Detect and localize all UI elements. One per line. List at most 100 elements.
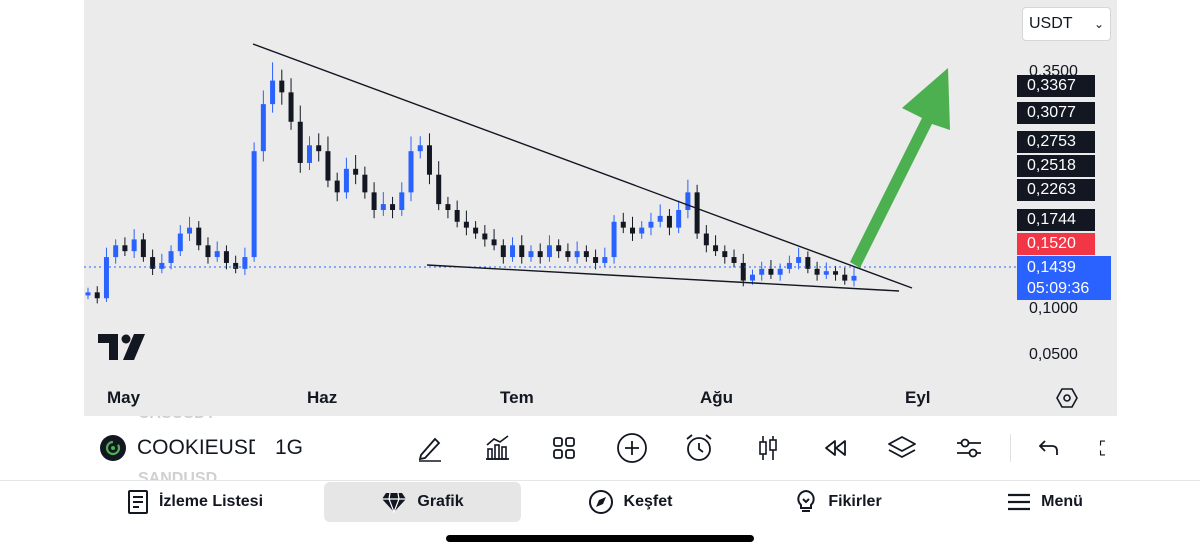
layers-icon[interactable]: [885, 431, 919, 465]
candle-down: [630, 227, 636, 234]
nav-explore-label: Keşfet: [623, 493, 673, 510]
candle-down: [454, 210, 460, 222]
candle-up: [242, 257, 248, 269]
fullscreen-icon[interactable]: [1098, 431, 1117, 465]
candle-up: [251, 151, 257, 258]
candle-down: [731, 257, 737, 263]
currency-value: USDT: [1029, 15, 1073, 32]
candle-down: [583, 251, 589, 258]
ghost-symbol-below: SANDUSD: [138, 470, 218, 487]
candle-up: [131, 239, 137, 252]
nav-watchlist[interactable]: İzleme Listesi: [110, 482, 280, 522]
candle-down: [334, 180, 340, 193]
candle-down: [482, 233, 488, 240]
nav-ideas[interactable]: Fikirler: [778, 482, 898, 522]
candle-down: [196, 227, 202, 246]
price-tag-3: 0,2753: [1017, 131, 1095, 153]
indicators-icon[interactable]: [480, 431, 514, 465]
price-tag-2: 0,3077: [1017, 102, 1095, 124]
candle-down: [371, 192, 377, 210]
ghost-symbol-above: CASUSDT: [138, 416, 215, 423]
time-label-tem: Tem: [500, 388, 534, 407]
home-indicator: [446, 535, 754, 542]
interval-selector[interactable]: 1G: [275, 436, 304, 459]
nav-watchlist-label: İzleme Listesi: [158, 493, 264, 510]
brush-icon[interactable]: [413, 431, 447, 465]
tradingview-logo-icon: [98, 334, 145, 360]
candle-down: [436, 174, 442, 205]
candlestick-chart[interactable]: [84, 0, 1117, 416]
nav-chart[interactable]: Grafik: [324, 482, 521, 522]
candle-up: [417, 145, 423, 152]
price-tag-4: 0,2518: [1017, 155, 1095, 177]
candle-up: [611, 221, 617, 258]
nav-menu[interactable]: Menü: [990, 482, 1100, 522]
candle-up: [85, 292, 91, 296]
chevron-down-icon: ⌄: [1093, 17, 1104, 31]
symbol-name[interactable]: COOKIEUSDT: [137, 436, 255, 459]
candle-up: [796, 257, 802, 263]
currency-selector[interactable]: USDT ⌄: [1022, 7, 1111, 41]
candle-up: [380, 204, 386, 210]
candle-down: [353, 168, 359, 175]
alarm-clock-icon[interactable]: [682, 431, 716, 465]
layouts-icon[interactable]: [547, 431, 581, 465]
candle-up: [685, 192, 691, 210]
candle-up: [574, 251, 580, 258]
nav-explore[interactable]: Keşfet: [570, 482, 690, 522]
candle-down: [666, 215, 672, 228]
add-icon[interactable]: [615, 431, 649, 465]
candle-up: [602, 257, 608, 263]
candle-up: [113, 245, 119, 258]
chart-settings-icon[interactable]: [1055, 386, 1079, 410]
candle-down: [593, 257, 599, 263]
candle-down: [768, 268, 774, 275]
candle-down: [722, 251, 728, 258]
current-price-tag: 0,1439 05:09:36: [1017, 256, 1111, 300]
candle-down: [556, 245, 562, 252]
candle-down: [325, 151, 331, 181]
candles-icon[interactable]: [751, 431, 785, 465]
symbol-logo-icon[interactable]: [100, 435, 126, 461]
candle-down: [205, 245, 211, 258]
candle-up: [639, 227, 645, 234]
candle-down: [445, 204, 451, 210]
candle-up: [851, 275, 857, 281]
candle-down: [426, 145, 432, 175]
price-tag-1: 0,3367: [1017, 75, 1095, 97]
candle-down: [713, 245, 719, 252]
candle-countdown: 05:09:36: [1027, 280, 1090, 297]
candle-down: [694, 192, 700, 234]
candle-down: [122, 245, 128, 252]
candle-up: [546, 245, 552, 258]
candle-up: [343, 168, 349, 193]
candle-down: [223, 251, 229, 263]
settings-sliders-icon[interactable]: [952, 431, 986, 465]
chart-area[interactable]: USDT ⌄: [84, 0, 1117, 416]
candle-up: [177, 233, 183, 252]
candle-up: [510, 245, 516, 258]
hamburger-menu-icon: [1008, 493, 1031, 511]
candle-down: [233, 262, 239, 269]
candle-up: [187, 227, 193, 234]
candle-up: [648, 221, 654, 228]
candle-up: [260, 104, 266, 152]
undo-icon[interactable]: [1032, 431, 1066, 465]
lightbulb-icon: [797, 489, 816, 512]
diamond-icon: [382, 492, 407, 513]
candle-down: [473, 227, 479, 234]
time-label-may: May: [107, 388, 141, 407]
support-trendline: [426, 264, 900, 292]
candle-down: [316, 145, 322, 152]
candle-down: [565, 251, 571, 258]
candle-down: [833, 271, 839, 275]
candle-up: [399, 192, 405, 210]
candle-down: [279, 80, 285, 93]
candle-up: [676, 210, 682, 228]
candle-down: [362, 174, 368, 193]
nav-ideas-label: Fikirler: [828, 493, 882, 510]
candle-up: [103, 257, 109, 299]
replay-icon[interactable]: [818, 431, 852, 465]
current-price-value: 0,1439: [1027, 259, 1076, 276]
toolbar-divider: [1010, 434, 1011, 462]
